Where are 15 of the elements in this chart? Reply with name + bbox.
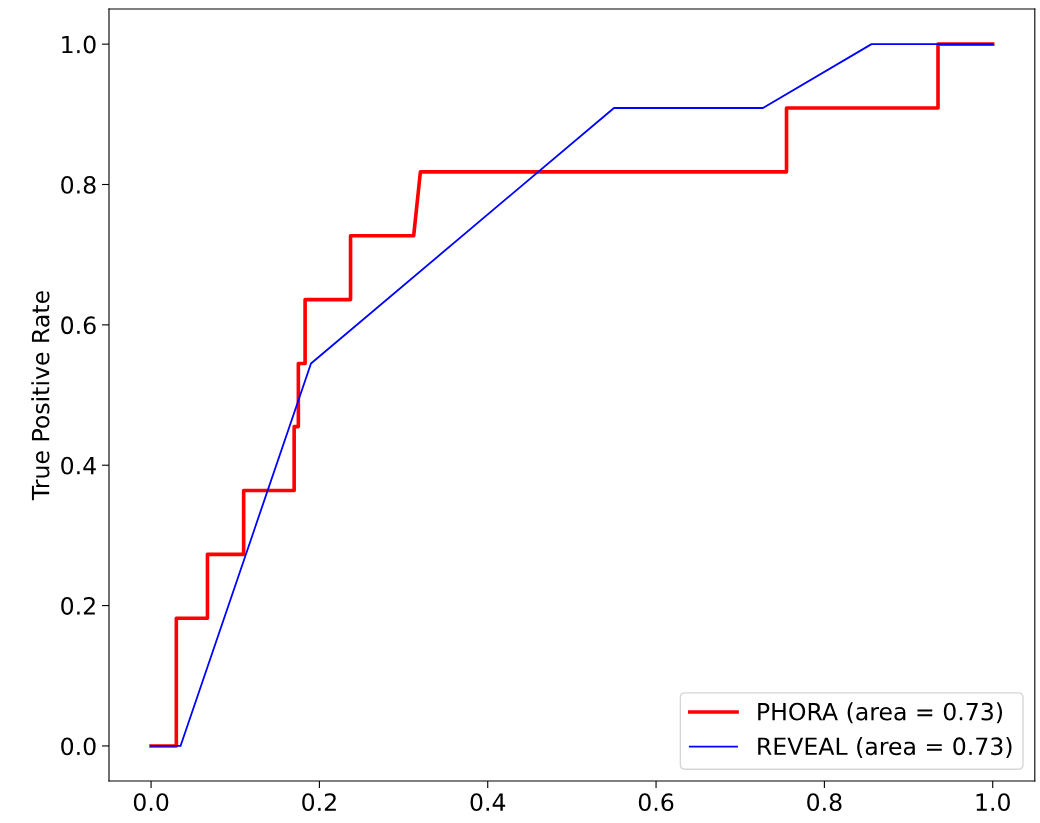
y-tick-label: 0.6	[61, 316, 96, 335]
x-tick-label: 0.8	[807, 793, 842, 812]
y-tick-label: 0.8	[61, 175, 96, 194]
x-tick-label: 0.6	[638, 793, 674, 812]
x-tick-label: 1.0	[976, 793, 1010, 812]
y-tick-label: 1.0	[62, 35, 96, 54]
x-tick-label: 0.2	[302, 793, 336, 812]
y-axis-title: True Positive Rate	[31, 291, 50, 501]
legend-label: REVEAL (area = 0.73)	[758, 736, 1012, 758]
x-tick-label: 0.0	[133, 793, 169, 812]
y-tick-label: 0.4	[61, 456, 96, 475]
y-tick-label: 0.0	[61, 737, 96, 756]
x-tick-label: 0.4	[470, 793, 506, 812]
y-tick-label: 0.2	[61, 597, 95, 615]
legend-label: PHORA (area = 0.73)	[758, 702, 1003, 724]
